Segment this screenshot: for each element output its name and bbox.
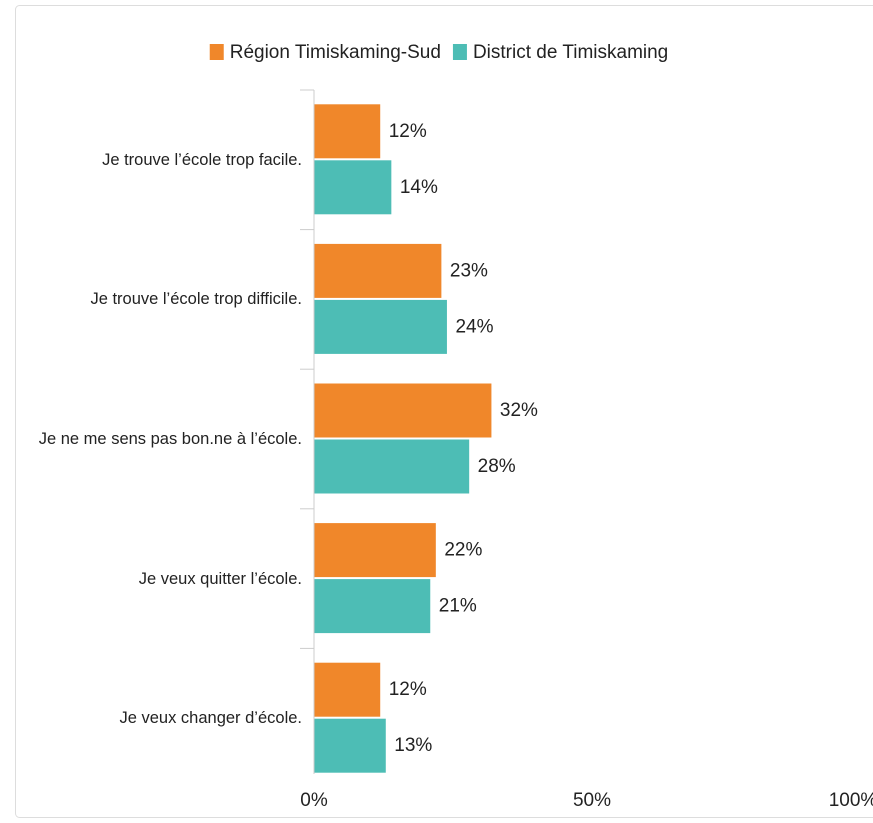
- bar: [313, 438, 471, 495]
- bar: [313, 382, 493, 439]
- bar: [313, 298, 448, 355]
- category-label: Je trouve l’école trop facile.: [102, 150, 302, 169]
- bar: [313, 661, 382, 718]
- x-tick-label: 100%: [829, 790, 873, 811]
- card-border: [15, 5, 873, 818]
- value-label: 28%: [478, 456, 516, 477]
- legend-swatch: [209, 44, 224, 60]
- legend-swatch: [452, 44, 467, 60]
- category-label: Je veux changer d’école.: [119, 709, 302, 728]
- legend-label: District de Timiskaming: [473, 42, 668, 63]
- value-label: 12%: [389, 679, 427, 700]
- value-label: 21%: [439, 596, 477, 617]
- value-label: 24%: [455, 316, 493, 337]
- x-tick-label: 50%: [573, 790, 611, 811]
- bar: [313, 242, 443, 299]
- category-label: Je ne me sens pas bon.ne à l’école.: [38, 430, 302, 448]
- legend-label: Région Timiskaming-Sud: [230, 42, 441, 63]
- bar: [313, 717, 387, 774]
- value-label: 12%: [389, 121, 427, 142]
- value-label: 32%: [500, 400, 538, 421]
- value-label: 23%: [450, 260, 488, 281]
- value-label: 22%: [444, 540, 482, 561]
- category-label: Je trouve l’école trop difficile.: [90, 290, 302, 309]
- bar: [313, 522, 437, 579]
- bar: [313, 103, 382, 160]
- x-tick-label: 0%: [300, 790, 328, 811]
- bar: [313, 159, 393, 216]
- bar: [313, 578, 432, 635]
- value-label: 13%: [394, 735, 432, 756]
- category-label: Je veux quitter l’école.: [138, 569, 302, 588]
- value-label: 14%: [400, 177, 438, 198]
